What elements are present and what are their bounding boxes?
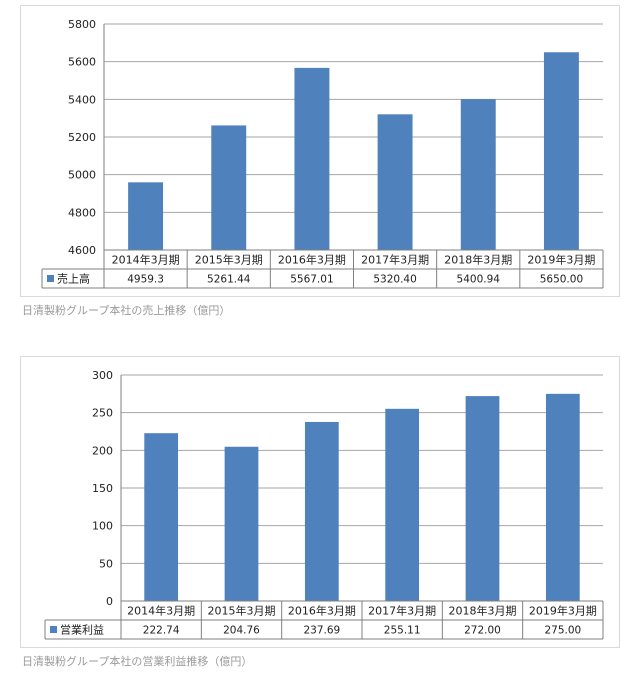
data-value-label: 272.00 xyxy=(464,625,501,637)
y-tick-label: 250 xyxy=(92,407,113,420)
y-tick-label: 200 xyxy=(92,444,113,457)
bar xyxy=(144,433,179,601)
legend-swatch xyxy=(47,275,54,282)
y-tick-label: 5400 xyxy=(68,93,96,106)
bar xyxy=(460,99,496,250)
category-label: 2018年3月期 xyxy=(449,604,517,618)
legend-label: 営業利益 xyxy=(60,623,104,637)
category-label: 2016年3月期 xyxy=(278,253,346,267)
y-tick-label: 4800 xyxy=(68,206,96,219)
legend-swatch xyxy=(50,626,57,633)
category-label: 2014年3月期 xyxy=(127,604,195,618)
legend-label: 売上高 xyxy=(57,272,90,286)
data-value-label: 275.00 xyxy=(544,625,581,637)
category-label: 2015年3月期 xyxy=(195,253,263,267)
y-tick-label: 4600 xyxy=(68,244,96,257)
category-label: 2016年3月期 xyxy=(288,604,356,618)
bar xyxy=(304,421,339,601)
bar xyxy=(224,446,259,601)
y-tick-label: 5800 xyxy=(68,18,96,31)
bar xyxy=(128,182,164,250)
bar xyxy=(543,52,579,250)
sales-chart-caption: 日清製粉グループ本社の売上推移（億円） xyxy=(22,304,231,317)
bar xyxy=(211,125,247,250)
data-value-label: 237.69 xyxy=(303,625,340,637)
data-value-label: 4959.3 xyxy=(127,274,164,286)
category-label: 2019年3月期 xyxy=(527,253,595,267)
data-value-label: 5261.44 xyxy=(207,274,251,286)
data-value-label: 5567.01 xyxy=(290,274,333,286)
category-label: 2018年3月期 xyxy=(444,253,512,267)
sales-chart: 4600 4800 5000 5200 5400 5600 5800 2014年3月期 2015… xyxy=(41,18,604,289)
y-tick-label: 5000 xyxy=(68,169,96,182)
category-label: 2019年3月期 xyxy=(529,604,597,618)
category-label: 2017年3月期 xyxy=(361,253,429,267)
bar xyxy=(377,114,413,250)
profit-chart-panel: 0 50 100 150 200 250 300 2014年3月期 2015年3月期 2016年3… xyxy=(20,356,620,648)
profit-chart-caption: 日清製粉グループ本社の営業利益推移（億円） xyxy=(22,655,253,668)
bar xyxy=(465,396,500,601)
sales-chart-panel: 4600 4800 5000 5200 5400 5600 5800 2014年3月期 2015… xyxy=(20,5,620,297)
bar xyxy=(545,393,580,601)
data-value-label: 5320.40 xyxy=(373,274,416,286)
data-value-label: 255.11 xyxy=(384,625,421,637)
data-value-label: 222.74 xyxy=(143,625,180,637)
y-tick-label: 100 xyxy=(92,520,113,533)
category-label: 2014年3月期 xyxy=(112,253,180,267)
data-value-label: 5400.94 xyxy=(457,274,501,286)
y-tick-label: 50 xyxy=(99,557,113,570)
y-tick-label: 5200 xyxy=(68,131,96,144)
category-label: 2017年3月期 xyxy=(368,604,436,618)
y-tick-label: 300 xyxy=(92,369,113,382)
bar xyxy=(294,67,330,250)
category-label: 2015年3月期 xyxy=(208,604,276,618)
y-tick-label: 0 xyxy=(106,595,113,608)
data-value-label: 204.76 xyxy=(223,625,260,637)
y-tick-label: 150 xyxy=(92,482,113,495)
data-value-label: 5650.00 xyxy=(540,274,583,286)
profit-chart: 0 50 100 150 200 250 300 2014年3月期 2015年3月期 2016年3… xyxy=(44,369,604,640)
bar xyxy=(385,408,420,601)
y-tick-label: 5600 xyxy=(68,56,96,69)
